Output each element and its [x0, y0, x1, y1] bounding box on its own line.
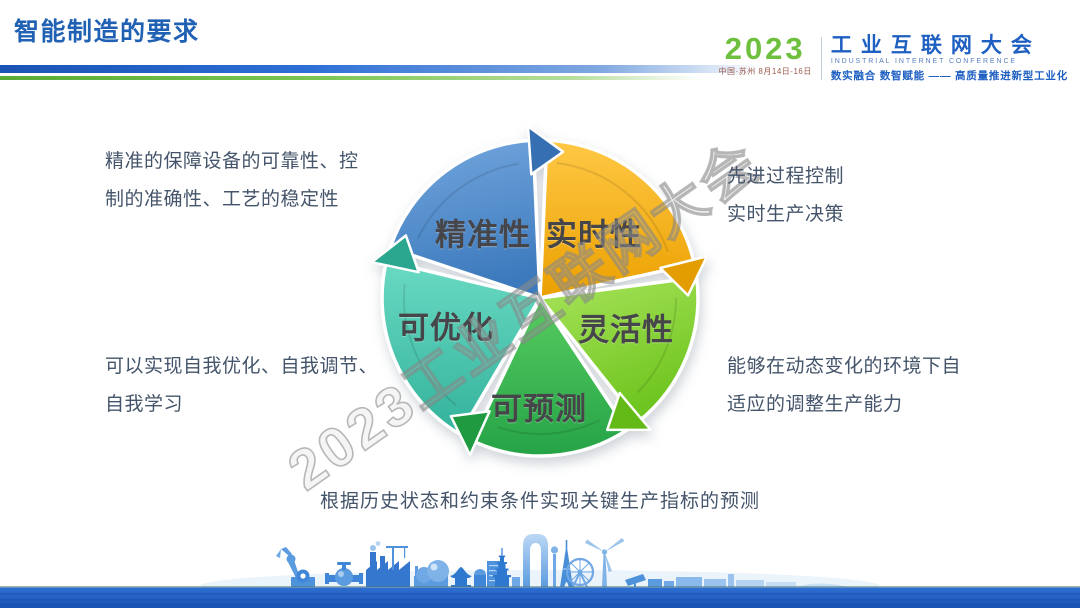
header-rule-blue	[0, 65, 770, 73]
annotation-flexibility-line1: 能够在动态变化的环境下自	[727, 356, 962, 377]
segment-predictable	[470, 296, 629, 458]
annotation-precision-line2: 制的准确性、工艺的稳定性	[105, 189, 340, 210]
annotation-optimizable: 可以实现自我优化、自我调节、 自我学习	[105, 348, 378, 424]
tower-icon	[550, 546, 559, 587]
annotation-optimizable-line1: 可以实现自我优化、自我调节、	[105, 356, 379, 377]
annotation-optimizable-line2: 自我学习	[105, 394, 184, 415]
annotation-flexibility-line2: 适应的调整生产能力	[727, 394, 903, 415]
annotation-flexibility: 能够在动态变化的环境下自 适应的调整生产能力	[727, 348, 961, 424]
segment-label-realtime: 实时性	[546, 217, 642, 253]
page-title: 智能制造的要求	[14, 18, 200, 46]
bevel-arcs	[403, 162, 677, 435]
annotation-realtime-line2: 实时生产决策	[727, 204, 845, 225]
segment-label-predictable: 可预测	[491, 391, 587, 427]
annotation-precision-line1: 精准的保障设备的可靠性、控	[105, 151, 359, 172]
ripple	[0, 604, 1080, 606]
segment-label-optimizable: 可优化	[398, 310, 494, 346]
annotation-realtime-line1: 先进过程控制	[727, 166, 845, 187]
robot-arm-icon	[276, 547, 315, 587]
low-building	[512, 577, 520, 587]
logo-title-block: 工业互联网大会 INDUSTRIAL INTERNET CONFERENCE 数…	[831, 34, 1068, 83]
segment-realtime	[538, 138, 697, 300]
annotation-realtime: 先进过程控制 实时生产决策	[727, 158, 844, 234]
logo-divider	[820, 37, 822, 80]
segment-label-precision: 精准性	[435, 217, 531, 253]
logo-venue: 中国·苏州 8月14日-16日	[718, 67, 812, 76]
logo-tagline: 数实融合 数智赋能 —— 高质量推进新型工业化	[830, 70, 1068, 82]
logo-title-en: INDUSTRIAL INTERNET CONFERENCE	[830, 58, 1017, 65]
header-rule-green	[0, 76, 710, 80]
solar-panel-icon	[625, 574, 674, 587]
water-band	[0, 587, 1080, 608]
logo-year: 2023	[724, 31, 806, 66]
oriental-gate-icon	[523, 534, 548, 587]
ferris-wheel-icon	[565, 557, 595, 588]
conference-logo: 2023 中国·苏州 8月14日-16日 工业互联网大会 INDUSTRIAL …	[718, 31, 1068, 83]
logo-title-cn: 工业互联网大会	[830, 34, 1041, 57]
wind-turbine-icon	[585, 538, 625, 587]
horizon-line	[0, 586, 1080, 589]
cycle-diagram	[370, 125, 709, 458]
arrow-predictable-icon	[449, 410, 491, 457]
pagoda-icon	[493, 548, 511, 587]
annotation-predictable: 根据历史状态和约束条件实现关键生产指标的预测	[319, 491, 760, 512]
segment-optimizable	[380, 259, 542, 436]
city-skyline-icon	[276, 534, 848, 588]
annotation-precision: 精准的保障设备的可靠性、控 制的准确性、工艺的稳定性	[105, 143, 359, 219]
arrow-realtime-icon	[659, 255, 709, 297]
segment-label-flexibility: 灵活性	[578, 312, 674, 348]
logo-year-block: 2023 中国·苏州 8月14日-16日	[718, 31, 812, 83]
chemical-plant-icon	[414, 560, 449, 587]
ripple	[0, 599, 1080, 601]
arrow-flexibility-icon	[605, 391, 652, 432]
factory-icon	[366, 541, 410, 587]
segment-flexibility	[538, 275, 700, 424]
footer-skyline	[0, 534, 1080, 608]
arrow-precision-icon	[526, 125, 565, 176]
arrow-optimizable-icon	[370, 234, 420, 274]
ripple	[0, 593, 1080, 595]
segment-precision	[388, 138, 542, 300]
pipeline-valve-icon	[325, 562, 363, 586]
